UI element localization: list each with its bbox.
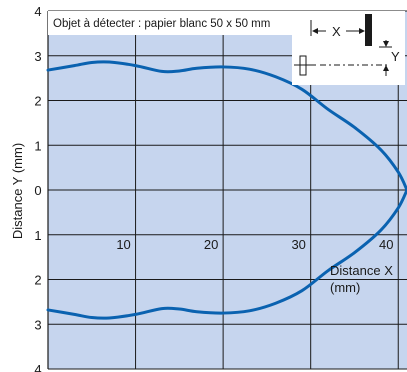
diagram-background: [292, 11, 405, 85]
x-arrow-right-head: [359, 28, 365, 34]
sensor-icon: [365, 14, 372, 46]
x-axis-label-line2: (mm): [330, 280, 360, 295]
y-arrow-top-head: [383, 41, 389, 47]
y-tick-label: 1: [34, 138, 41, 153]
x-tick-label: 30: [291, 237, 305, 252]
annotation-background: [48, 11, 306, 35]
y-axis-label: Distance Y (mm): [10, 143, 25, 239]
y-tick-label: 3: [34, 49, 41, 64]
x-tick-label: 10: [116, 237, 130, 252]
y-tick-label: 3: [34, 317, 41, 332]
series-upper-curve: [46, 60, 407, 192]
series-lower-curve: [46, 188, 407, 320]
x-tick-label: 20: [204, 237, 218, 252]
y-tick-label: 2: [34, 273, 41, 288]
x-tick-label: 40: [379, 237, 393, 252]
y-arrow-bottom-head: [383, 65, 389, 71]
x-arrow-left-head: [312, 28, 318, 34]
y-tick-label: 0: [34, 183, 41, 198]
diagram-y-label: Y: [391, 49, 400, 64]
y-tick-labels: 4 3 2 1 0 1 2 3 4: [34, 4, 41, 372]
y-tick-label: 4: [34, 362, 41, 372]
x-tick-labels: 10 20 30 40: [116, 237, 393, 252]
y-tick-label: 2: [34, 94, 41, 109]
y-tick-label: 4: [34, 4, 41, 19]
y-tick-label: 1: [34, 228, 41, 243]
x-axis-label: Distance X (mm): [330, 263, 393, 295]
series-group: [46, 60, 407, 320]
x-axis-label-line1: Distance X: [330, 263, 393, 278]
annotation-box: Objet à détecter : papier blanc 50 x 50 …: [48, 11, 306, 35]
annotation-text: Objet à détecter : papier blanc 50 x 50 …: [53, 18, 270, 30]
sensor-diagram: X Y: [292, 11, 405, 85]
diagram-x-label: X: [332, 24, 341, 39]
